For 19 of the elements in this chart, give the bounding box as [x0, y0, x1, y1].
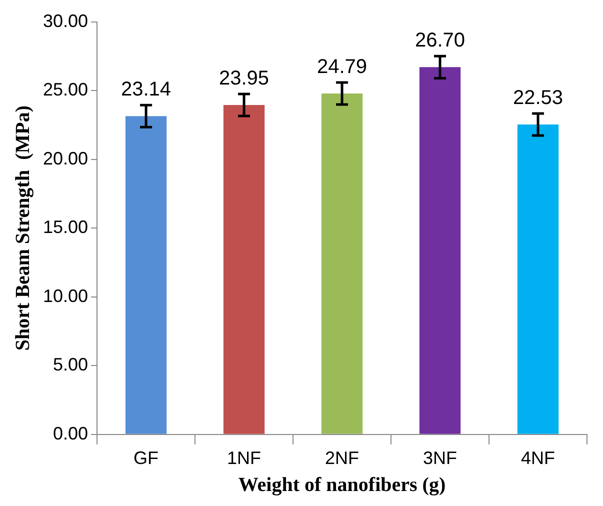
y-tick-label: 15.00	[42, 217, 88, 238]
x-tick-label: 1NF	[227, 448, 262, 468]
x-tick-label: GF	[134, 448, 159, 468]
data-label: 24.79	[316, 56, 368, 78]
data-label: 23.14	[121, 78, 172, 101]
y-axis-title: Short Beam Strength (MPa)	[12, 106, 34, 351]
y-tick-label: 30.00	[42, 10, 88, 31]
data-label: 22.53	[512, 87, 564, 110]
y-tick-label: 10.00	[42, 286, 88, 306]
x-tick-label: 3NF	[423, 448, 458, 468]
y-tick-label: 5.00	[52, 354, 88, 375]
data-label: 23.95	[219, 68, 270, 90]
x-axis-title: Weight of nanofibers (g)	[238, 474, 446, 496]
y-tick-label: 20.00	[42, 148, 88, 168]
x-tick-label: 2NF	[325, 448, 360, 468]
y-tick-label: 25.00	[42, 80, 88, 100]
data-label: 26.70	[414, 30, 466, 52]
y-tick-label: 0.00	[52, 423, 88, 444]
x-tick-label: 4NF	[520, 448, 556, 468]
